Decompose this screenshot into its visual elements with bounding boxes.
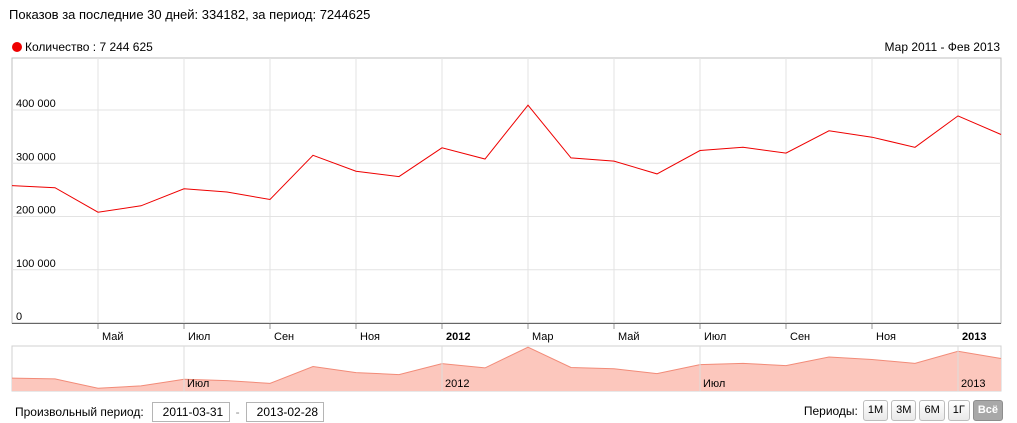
period-button-all[interactable]: Всё [972,400,1003,421]
x-tick-label: Сен [790,331,810,343]
x-tick-label: 2012 [446,331,470,343]
period-button-1y[interactable]: 1Г [947,400,970,421]
y-tick-label: 0 [16,311,22,323]
navigator-area [12,347,1001,391]
main-chart[interactable]: 0 100 000 200 000 300 000 400 000 Май Июл Сен Но… [0,0,1017,345]
header-value-30: 334182 [201,7,246,22]
period-button-1m[interactable]: 1М [862,400,889,421]
period-selector: Периоды: 1М 3М 6М 1Г Всё [804,400,1003,421]
date-to-input[interactable] [245,402,324,422]
data-point [183,187,186,190]
date-from-input[interactable] [151,402,230,422]
x-tick-label: 2013 [962,331,986,343]
header-value-period: 7244625 [319,7,371,22]
navigator-line [11,346,1002,389]
date-separator: - [235,405,240,419]
data-point [269,198,272,201]
y-tick-label: 200 000 [16,205,56,217]
navigator-label: Июл [703,378,725,390]
legend-marker [12,42,22,52]
date-range-label: Мар 2011 - Фев 2013 [884,40,1000,54]
y-tick-label: 300 000 [16,151,56,163]
navigator-frame [11,345,1002,392]
custom-period-label: Произвольный период: [15,405,144,419]
x-tick-label: Июл [704,331,726,343]
period-button-3m[interactable]: 3М [891,400,917,421]
data-point [484,157,487,160]
data-point [11,184,14,187]
data-point [226,191,229,194]
x-tick-label: Мар [532,331,554,343]
x-tick-label: Ноя [360,331,380,343]
y-tick-label: 100 000 [16,258,56,270]
legend-label: Количество : 7 244 625 [25,40,153,54]
x-tick-label: Май [618,331,640,343]
series-line [11,104,1002,213]
header-label-period: , за период: [245,7,317,22]
data-point [742,146,745,149]
plot-area [11,57,1002,324]
data-point [398,175,401,178]
y-tick-label: 400 000 [16,98,56,110]
data-point [140,204,143,207]
data-point [312,154,315,157]
data-point [828,129,831,132]
header-label-30: Показов за последние 30 дней: [9,7,199,22]
stats-header: Показов за последние 30 дней: 334182, за… [9,7,370,22]
custom-period: Произвольный период: - [15,402,324,422]
data-point [54,186,57,189]
periods-label: Периоды: [803,403,858,418]
data-point [97,211,100,214]
data-point [441,146,444,149]
navigator-label: 2012 [445,378,469,390]
navigator-label: 2013 [961,378,985,390]
navigator-label: Июл [187,378,209,390]
x-tick-label: Июл [188,331,210,343]
data-point [914,146,917,149]
data-point [656,172,659,175]
x-tick-label: Май [102,331,124,343]
data-point [1000,133,1003,136]
x-tick-label: Ноя [876,331,896,343]
data-point [355,170,358,173]
data-point [527,104,530,107]
data-point [957,114,960,117]
data-point [785,152,788,155]
data-point [871,136,874,139]
chart-legend[interactable]: Количество : 7 244 625 [12,40,153,54]
data-point [570,156,573,159]
data-point [699,149,702,152]
period-button-6m[interactable]: 6М [919,400,945,421]
x-tick-label: Сен [274,331,294,343]
data-point [613,160,616,163]
